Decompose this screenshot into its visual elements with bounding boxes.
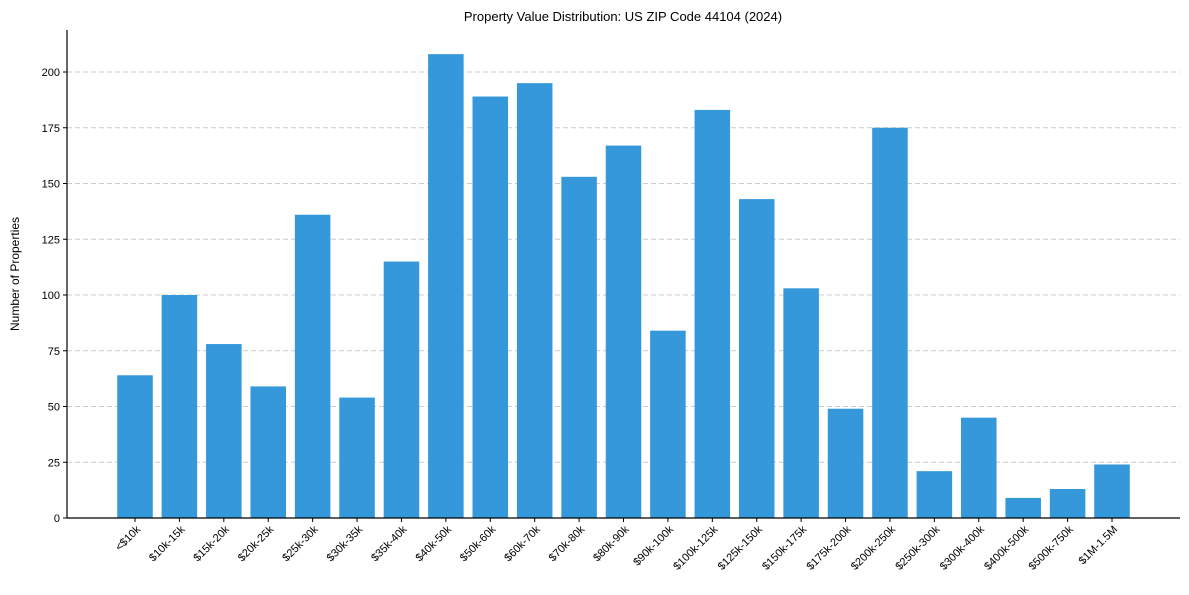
bar [516, 83, 553, 519]
bar [916, 471, 953, 518]
x-tick-label: $100k-125k [671, 523, 720, 572]
y-tick-label: 75 [48, 346, 60, 358]
bar [605, 145, 642, 518]
x-tick-label: $400k-500k [982, 523, 1031, 572]
x-tick-label: $200k-250k [849, 523, 898, 572]
chart-title: Property Value Distribution: US ZIP Code… [464, 9, 782, 24]
x-tick-label: $30k-35k [325, 523, 366, 564]
bar [428, 54, 464, 518]
x-tick-label: $50k-60k [458, 523, 499, 564]
y-tick-label: 200 [42, 67, 60, 79]
bar [1094, 464, 1130, 518]
bar [206, 344, 242, 518]
x-tick-label: $35k-40k [369, 523, 410, 564]
y-axis-ticks: 0 25 50 75 100 125 150 175 200 [42, 67, 67, 525]
x-tick-label: $90k-100k [631, 523, 676, 568]
x-tick-label: $175k-200k [805, 523, 854, 572]
bar [1005, 497, 1041, 518]
x-tick-label: <$10k [113, 523, 143, 553]
y-tick-label: 0 [54, 513, 60, 525]
x-tick-label: $125k-150k [716, 523, 765, 572]
x-tick-label: $1M-1.5M [1077, 524, 1121, 568]
bar [294, 214, 331, 518]
y-axis-label: Number of Properties [8, 217, 22, 331]
bar [383, 261, 420, 518]
bar [1049, 489, 1086, 518]
y-tick-label: 100 [42, 290, 60, 302]
bar [694, 109, 731, 518]
bars [117, 54, 1130, 519]
y-tick-label: 125 [42, 234, 60, 246]
y-tick-label: 25 [48, 457, 60, 469]
x-tick-label: $40k-50k [413, 523, 454, 564]
y-tick-label: 175 [42, 123, 60, 135]
x-tick-label: $15k-20k [191, 523, 232, 564]
x-tick-label: $300k-400k [938, 523, 987, 572]
x-axis-ticks: <$10k $10k-15k $15k-20k $20k-25k $25k-30k $30… [113, 518, 1120, 573]
y-tick-label: 50 [48, 402, 60, 414]
x-tick-label: $500k-750k [1027, 523, 1076, 572]
x-tick-label: $80k-90k [591, 523, 632, 564]
bar [783, 288, 819, 518]
x-tick-label: $10k-15k [147, 523, 188, 564]
bar [827, 408, 864, 518]
x-tick-label: $25k-30k [280, 523, 321, 564]
x-tick-label: $20k-25k [236, 523, 277, 564]
x-tick-label: $250k-300k [893, 523, 942, 572]
bar [117, 375, 153, 518]
bar [961, 417, 997, 518]
x-tick-label: $60k-70k [502, 523, 543, 564]
x-tick-label: $150k-175k [760, 523, 809, 572]
bar [561, 176, 597, 518]
bar [250, 386, 286, 518]
bar [738, 199, 775, 519]
bar [472, 96, 509, 518]
bar [339, 397, 375, 518]
x-tick-label: $70k-80k [547, 523, 588, 564]
bar [650, 330, 686, 518]
bar [872, 127, 908, 518]
y-tick-label: 150 [42, 179, 60, 191]
bar [161, 295, 198, 518]
